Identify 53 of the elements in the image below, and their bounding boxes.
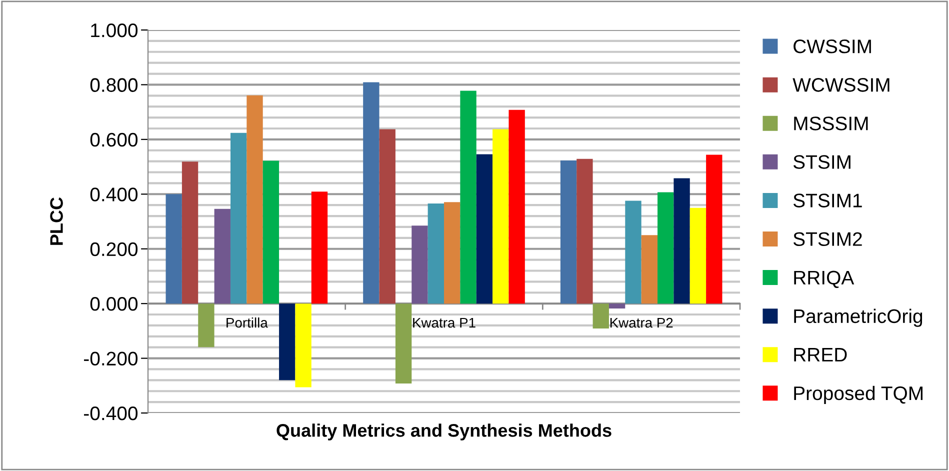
bar (508, 110, 525, 304)
bar (608, 304, 626, 308)
y-tick-label: -0.200 (84, 352, 138, 366)
legend-label: STSIM (793, 155, 850, 169)
legend-label: WCWSSIM (792, 78, 890, 92)
legend-label: Proposed TQM (794, 386, 922, 404)
y-tick-label: 0.600 (90, 132, 138, 147)
bar (166, 194, 182, 304)
bar (412, 226, 428, 304)
y-tick-label: -0.400 (84, 406, 138, 420)
y-tick-label: 1.000 (91, 23, 138, 38)
bar (658, 192, 674, 304)
legend-label: MSSSIM (794, 116, 868, 130)
legend-label: CWSSIM (794, 40, 871, 54)
bar (279, 304, 296, 380)
bar (444, 202, 460, 304)
bar (295, 304, 312, 388)
legend-label: ParametricOrig (794, 308, 922, 327)
bar (625, 200, 642, 304)
bar (363, 82, 380, 304)
bar (460, 90, 476, 304)
bar (230, 132, 247, 304)
bar (706, 154, 722, 304)
legend-label: STSIM2 (793, 232, 862, 246)
bar (198, 304, 214, 348)
bar (476, 154, 493, 304)
y-axis-title: PLCC (50, 197, 63, 245)
y-tick-label: 0.400 (90, 188, 138, 202)
y-tick-label: 0.200 (90, 242, 138, 256)
bar (576, 158, 593, 304)
x-axis-title: Quality Metrics and Synthesis Methods (276, 424, 612, 440)
legend-label: RRIQA (794, 270, 854, 288)
bar (690, 208, 706, 304)
bar (214, 208, 230, 304)
bar (262, 160, 280, 304)
bar (674, 178, 690, 304)
y-tick-label: 0.800 (90, 78, 138, 92)
bar (492, 129, 509, 304)
bar (379, 129, 396, 304)
legend-label: RRED (794, 348, 847, 362)
legend-label: STSIM1 (793, 194, 862, 208)
x-tick-label: Portilla (226, 317, 268, 328)
bar (182, 162, 198, 304)
bar (560, 160, 577, 304)
bar (311, 192, 328, 304)
x-tick-label: Kwatra P1 (413, 318, 476, 328)
bar (428, 203, 444, 304)
bar (641, 235, 658, 304)
y-tick-label: 0.000 (90, 297, 138, 311)
bar (246, 95, 263, 304)
x-tick-label: Kwatra P2 (610, 318, 673, 328)
bar (395, 304, 412, 384)
bar (592, 304, 609, 328)
